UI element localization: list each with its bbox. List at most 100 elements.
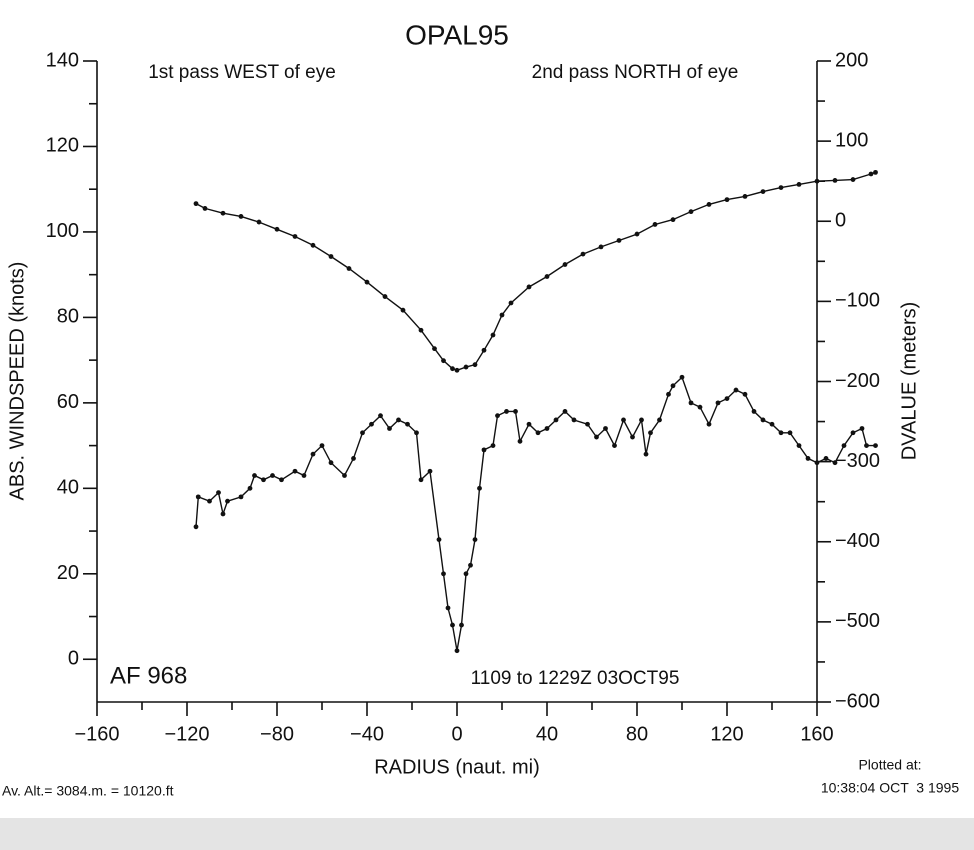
data-point [688,400,694,406]
data-point [441,571,446,577]
data-point [432,346,437,352]
data-point [481,447,487,453]
y-axis-label: ABS. WINDSPEED (knots) [6,262,28,501]
data-point [220,511,226,517]
data-point [414,430,419,436]
data-point [195,494,201,500]
data-point [504,409,509,414]
y2-axis-label: DVALUE (meters) [898,302,920,461]
footer: Plotted at: [858,757,921,773]
data-point [450,366,455,372]
data-point [454,648,460,654]
data-point [742,391,748,397]
data-point [670,217,676,223]
data-point [292,468,298,474]
data-point [796,181,802,187]
data-point [351,456,356,461]
y-tick-label: 80 [57,306,79,328]
data-point [364,279,370,285]
data-point [207,498,212,504]
data-point [544,426,550,431]
data-point [220,210,226,216]
data-point [814,178,820,184]
data-point [396,417,401,423]
data-point [499,312,505,318]
data-point [274,226,280,232]
data-point [418,327,424,333]
data-point [463,571,469,577]
data-point [279,477,284,483]
data-point [823,456,829,461]
data-point [778,430,784,436]
data-point [715,400,721,406]
x-tick-label: 120 [710,723,743,745]
data-point [859,426,865,431]
annotation: AF 968 [110,662,187,689]
data-point [873,169,878,175]
data-point [679,374,685,380]
data-point [864,443,869,448]
data-point [292,234,298,239]
data-point [472,537,478,543]
data-point [301,473,307,478]
x-tick-label: 40 [536,723,558,745]
y-tick-label: 40 [57,477,79,499]
data-point [247,485,253,491]
footer: 10:38:04 OCT 3 1995 [821,780,959,796]
data-point [310,451,316,457]
data-point [436,537,442,543]
data-point [481,347,487,353]
data-point [652,222,658,227]
x-tick-label: 160 [800,723,833,745]
x-tick-label: −120 [164,723,209,745]
data-point [463,364,469,370]
data-point [585,421,590,427]
data-point [562,262,568,267]
data-point [490,332,496,338]
x-tick-label: −160 [74,723,119,745]
data-point [580,251,586,257]
y2-tick-label: −100 [835,290,880,312]
data-point [724,396,730,401]
data-point [490,443,496,448]
data-point [630,434,635,440]
data-point [193,524,199,530]
y-tick-label: 100 [46,220,79,242]
data-point [342,473,347,478]
data-point [598,244,604,250]
data-point [454,367,460,373]
data-point [688,209,694,215]
data-point [616,238,622,243]
data-point [238,494,244,500]
data-point [778,185,784,190]
annotation: 1109 to 1229Z 03OCT95 [471,668,680,689]
data-point [270,473,275,478]
data-point [256,219,262,225]
data-point [832,460,838,466]
chart-title: OPAL95 [405,19,509,50]
data-point [418,477,424,483]
x-tick-label: −80 [260,723,294,745]
x-axis-label: RADIUS (naut. mi) [374,756,540,778]
y2-tick-label: 100 [835,129,868,151]
y2-tick-label: 0 [835,210,846,232]
data-point [508,300,514,306]
data-point [621,417,626,423]
data-point [760,417,766,423]
data-point [814,460,820,466]
data-point [612,443,617,448]
annotation: 2nd pass NORTH of eye [532,62,739,83]
data-point [832,177,838,183]
series-line [195,171,876,372]
data-point [706,202,712,207]
x-tick-label: 80 [626,723,648,745]
y2-tick-label: −200 [835,370,880,392]
data-point [639,417,644,423]
data-point [873,443,878,448]
data-point [670,383,676,389]
y2-tick-label: −500 [835,610,880,632]
data-point [594,434,599,440]
scan-edge [0,818,974,850]
data-point [261,477,266,483]
data-point [850,177,856,182]
